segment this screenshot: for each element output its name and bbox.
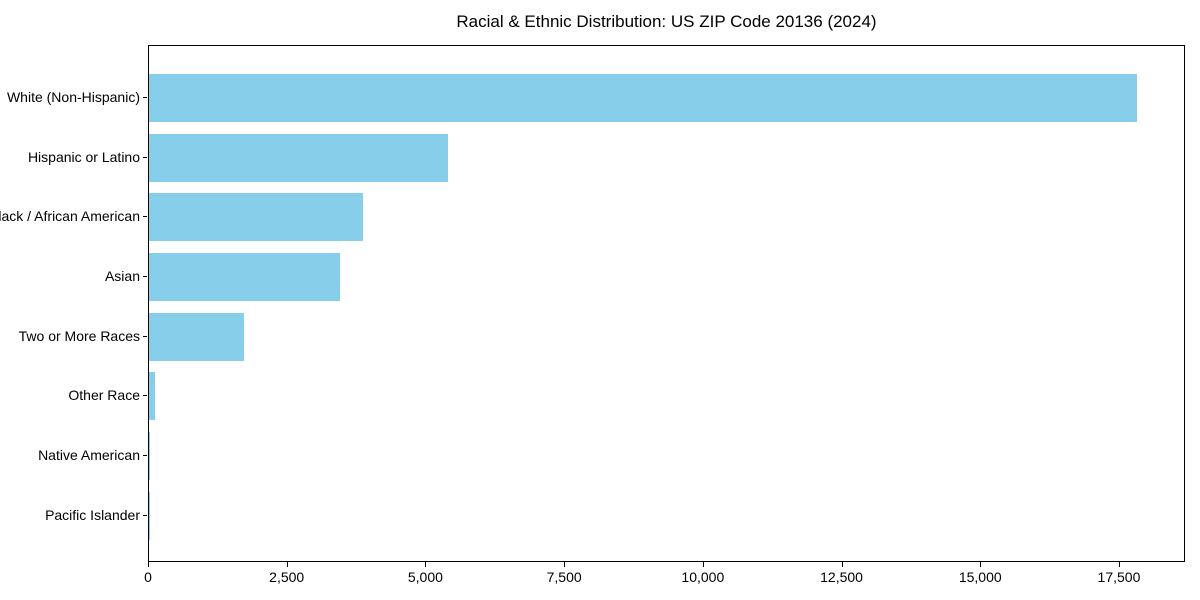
x-tick-label-17500: 17,500: [1097, 569, 1141, 585]
y-tick-label-pacific-islander: Pacific Islander: [45, 506, 140, 523]
y-tick-label-other-race: Other Race: [68, 387, 140, 404]
y-tick-mark: [143, 216, 147, 218]
x-tick-mark: [148, 562, 149, 567]
bar-two-or-more-races: [149, 312, 245, 361]
x-tick-label-15000: 15,000: [958, 569, 1002, 585]
x-tick-label-12500: 12,500: [820, 569, 863, 585]
x-tick-label-5000: 5,000: [407, 569, 443, 585]
y-tick-label-asian: Asian: [104, 267, 140, 284]
x-tick-mark: [980, 562, 982, 567]
x-tick-label-2500: 2,500: [269, 569, 305, 585]
x-tick-label-7500: 7,500: [546, 569, 582, 585]
y-tick-mark: [143, 97, 147, 98]
x-tick-mark: [841, 562, 843, 567]
bar-white-non-hispanic: [149, 74, 1137, 122]
bar-hispanic-or-latino: [149, 133, 449, 182]
bar-other-race: [149, 372, 156, 421]
x-tick-mark: [286, 562, 288, 567]
y-tick-mark: [143, 275, 147, 277]
y-tick-mark: [143, 514, 147, 516]
y-tick-label-hispanic-or-latino: Hispanic or Latino: [27, 148, 140, 165]
x-tick-mark: [564, 562, 566, 567]
y-tick-mark: [143, 156, 147, 158]
x-tick-label-0: 0: [144, 569, 152, 585]
x-tick-mark: [1118, 562, 1120, 567]
y-tick-mark: [143, 454, 147, 456]
y-tick-label-two-or-more-races: Two or More Races: [18, 327, 140, 344]
x-tick-mark: [425, 562, 427, 567]
y-tick-mark: [143, 395, 147, 397]
bar-asian: [149, 252, 341, 301]
x-tick-label-10000: 10,000: [681, 569, 725, 585]
y-tick-mark: [143, 335, 147, 337]
plot-area: [148, 45, 1185, 562]
x-tick-mark: [702, 562, 704, 567]
bar-black-african-american: [149, 193, 364, 242]
y-tick-label-black-african-american: Black / African American: [0, 208, 140, 225]
chart-title: Racial & Ethnic Distribution: US ZIP Cod…: [456, 12, 877, 31]
y-tick-label-white-non-hispanic: White (Non-Hispanic): [6, 89, 140, 105]
bar-native-american: [149, 431, 151, 480]
y-tick-label-native-american: Native American: [38, 446, 140, 463]
